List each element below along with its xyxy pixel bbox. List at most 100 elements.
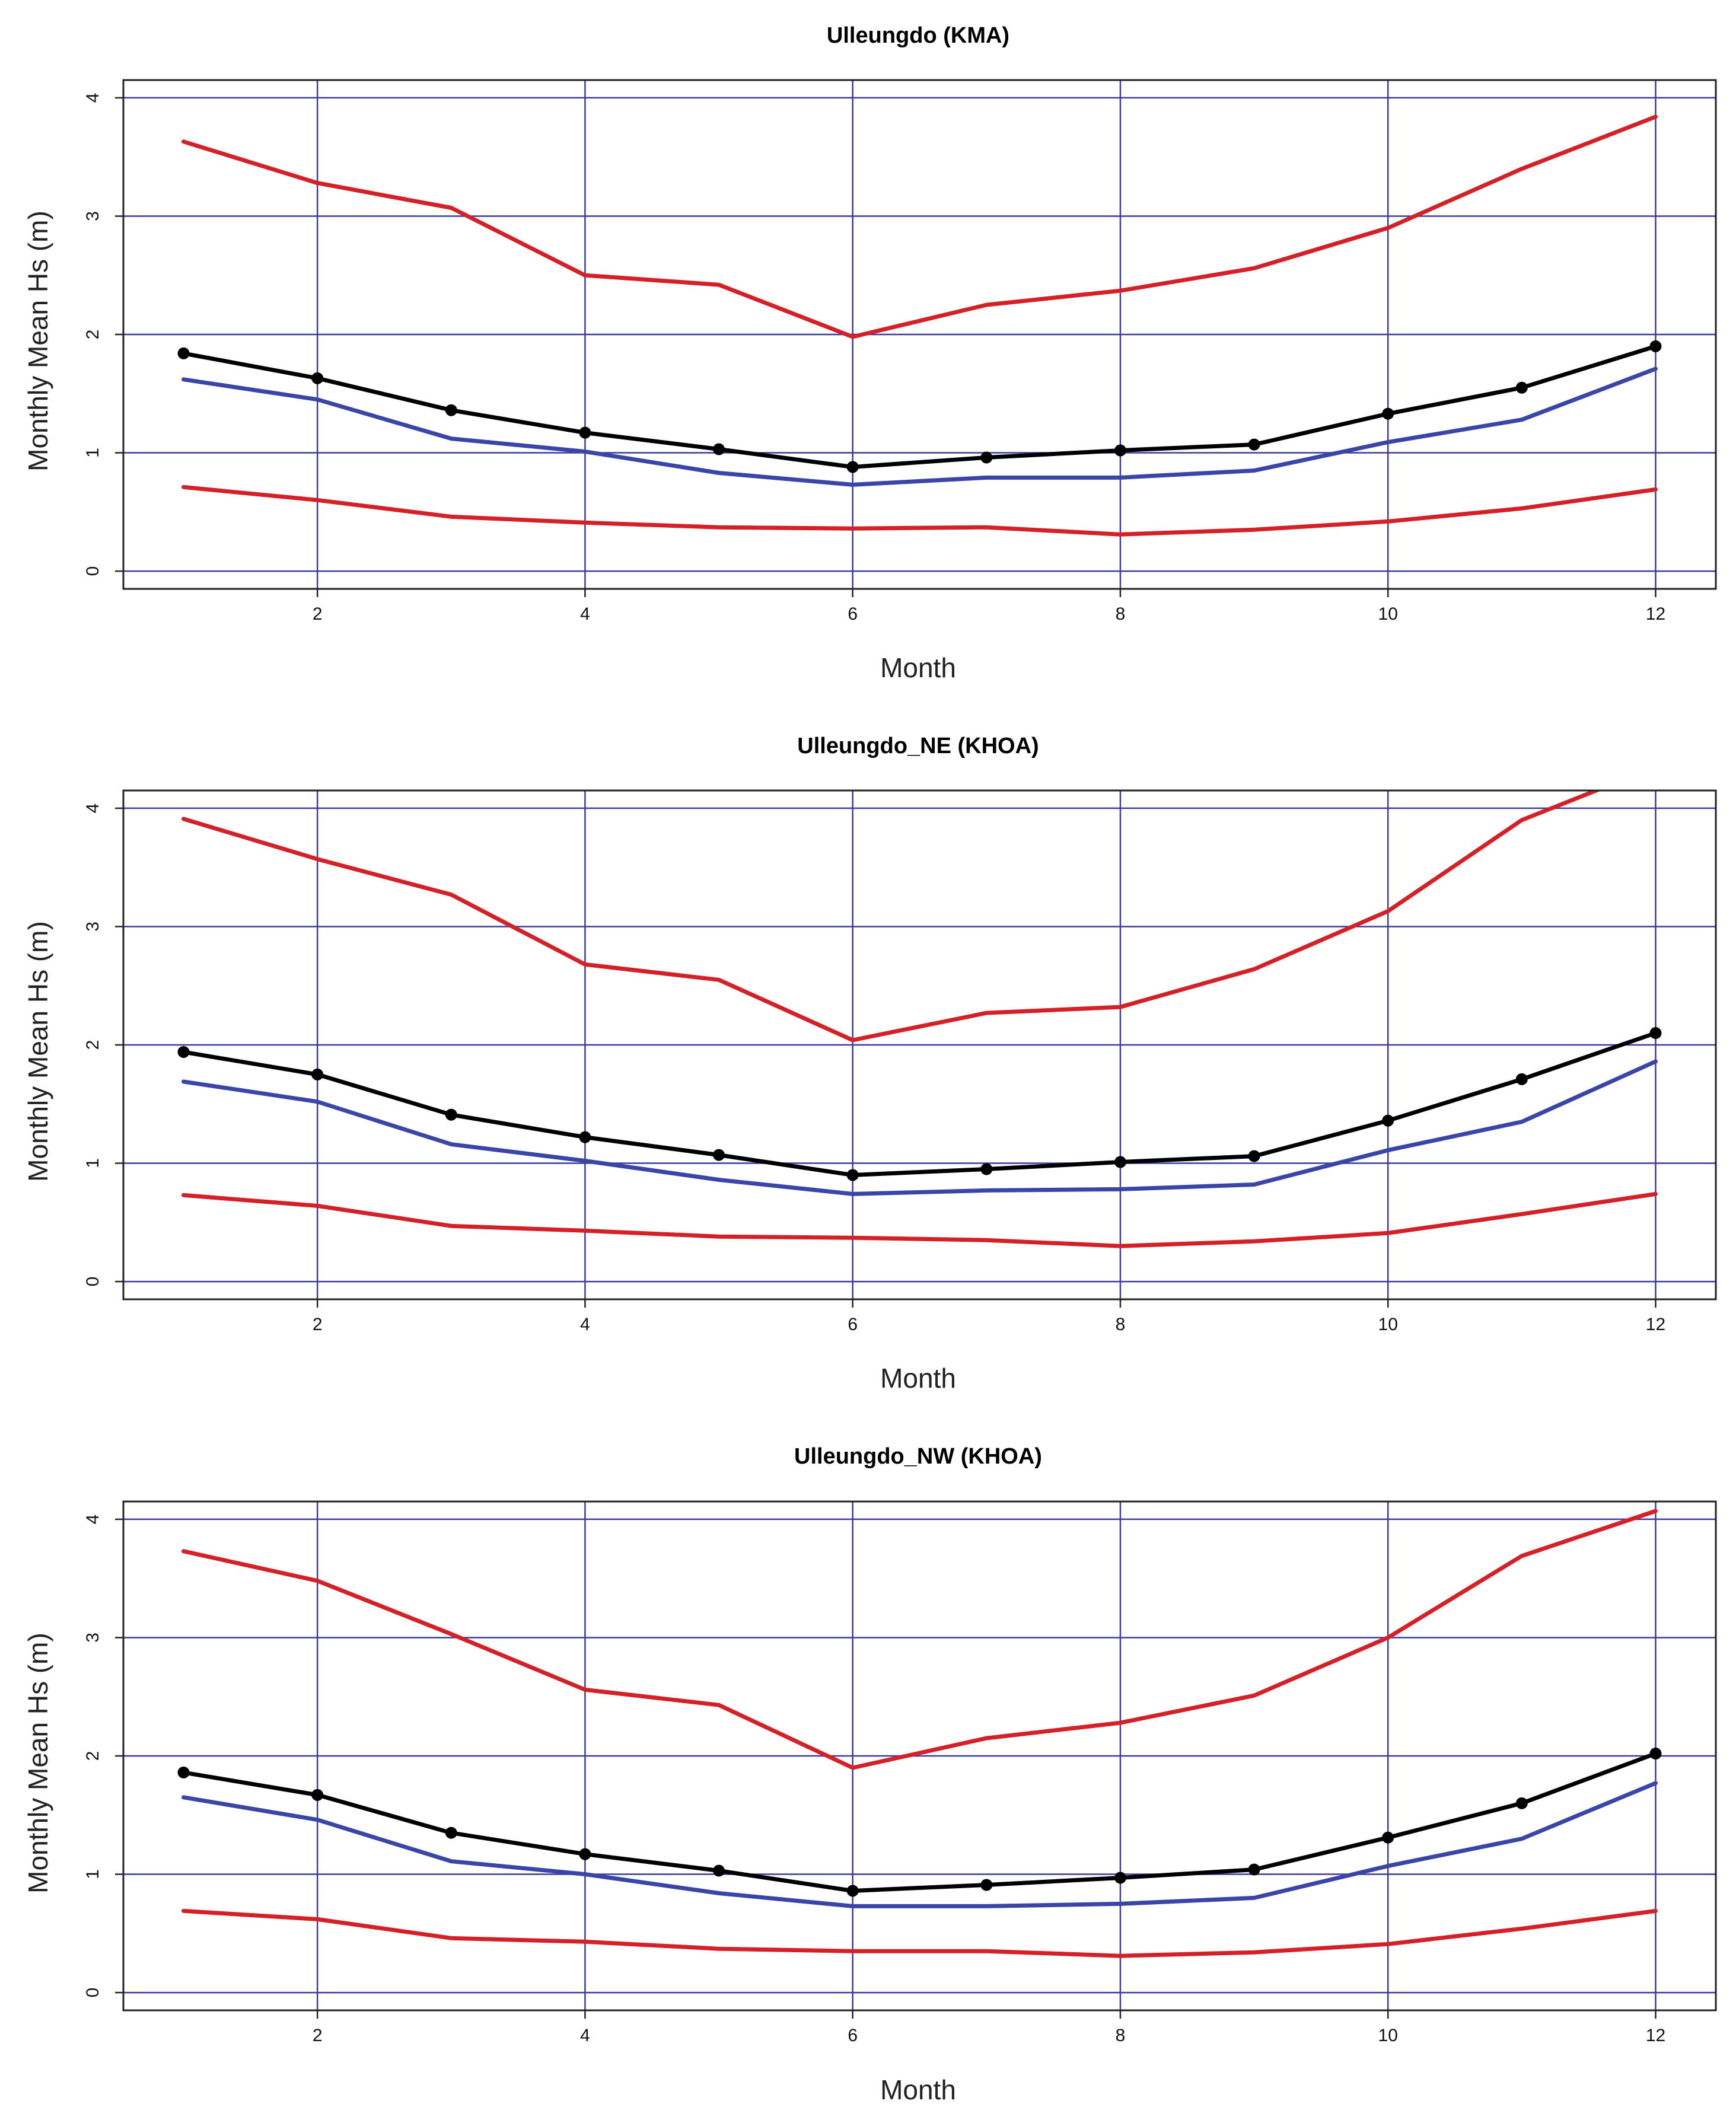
panel-2-y-tick-label-1: 1 [83, 1158, 103, 1168]
panel-2-series-mean-line [181, 1031, 1658, 1177]
panel-2-x-tick-label-4: 4 [580, 1315, 590, 1334]
panel-3-y-tick-label-2: 2 [83, 1751, 103, 1761]
panel-3-series-mean-point-6 [846, 1885, 859, 1897]
panel-2: Ulleungdo_NE (KHOA) Month Monthly Mean H… [23, 734, 1717, 1394]
panel-1-series-mean-point-4 [579, 426, 591, 439]
panel-2-y-tick-label-2: 2 [83, 1040, 103, 1050]
panel-2-y-axis-label: Monthly Mean Hs (m) [23, 921, 53, 1182]
panel-1-y-axis-label: Monthly Mean Hs (m) [23, 211, 53, 471]
panel-3-series-group [177, 1509, 1662, 1958]
panel-2-series-mean-point-8 [1114, 1156, 1126, 1168]
panel-1-series-median-line [181, 366, 1658, 487]
panel-3: Ulleungdo_NW (KHOA) Month Monthly Mean H… [23, 1444, 1717, 2105]
panel-2-x-tick-label-6: 6 [848, 1315, 858, 1334]
panel-3-y-tick-label-4: 4 [83, 1515, 103, 1525]
panel-3-series-lower-line [181, 1908, 1658, 1958]
panel-2-y-tick-label-3: 3 [83, 922, 103, 932]
panel-1-y-tick-label-2: 2 [83, 330, 103, 340]
panel-3-series-mean-point-7 [980, 1879, 993, 1891]
panel-2-series-mean-point-11 [1515, 1073, 1528, 1085]
panel-3-x-tick-label-6: 6 [848, 2026, 858, 2045]
panel-3-series-mean-point-4 [579, 1848, 591, 1860]
panel-2-series-mean-point-1 [177, 1045, 190, 1058]
panel-1-x-tick-label-12: 12 [1646, 604, 1665, 624]
panel-3-y-tick-label-0: 0 [83, 1988, 103, 1998]
panel-3-series-mean-point-12 [1649, 1748, 1662, 1760]
panel-1-y-tick-label-0: 0 [83, 566, 103, 576]
panel-1-series-mean-point-3 [445, 404, 457, 416]
panel-2-x-tick-label-12: 12 [1646, 1315, 1665, 1334]
panel-2-series-mean-point-7 [980, 1163, 993, 1175]
panel-1-series-mean-point-5 [713, 443, 725, 455]
panel-2-series-lower-line [181, 1191, 1658, 1248]
panel-2-x-tick-label-2: 2 [313, 1315, 323, 1334]
panel-1-x-tick-label-10: 10 [1378, 604, 1398, 624]
panel-1-y-tick-label-4: 4 [83, 93, 103, 103]
panel-3-x-tick-label-2: 2 [313, 2026, 323, 2045]
panel-1-series-mean-point-10 [1382, 407, 1394, 420]
panel-1-x-tick-label-2: 2 [313, 604, 323, 624]
panel-1-series-mean-point-11 [1515, 381, 1528, 394]
panel-2-y-tick-label-0: 0 [83, 1277, 103, 1287]
panel-2-series-mean-point-6 [846, 1169, 859, 1181]
panel-3-series-mean-point-5 [713, 1864, 725, 1877]
panel-3-y-tick-label-3: 3 [83, 1633, 103, 1643]
panel-3-series-mean-point-3 [445, 1826, 457, 1839]
panel-1-series-mean-line [181, 344, 1658, 469]
panel-1-series-mean-point-2 [311, 372, 324, 384]
panel-3-y-tick-label-1: 1 [83, 1869, 103, 1879]
panel-2-title: Ulleungdo_NE (KHOA) [797, 734, 1039, 758]
panel-1-title: Ulleungdo (KMA) [827, 23, 1009, 48]
panel-1-series-lower-line [181, 484, 1658, 537]
panel-2-series-mean-point-4 [579, 1131, 591, 1143]
panel-1-x-tick-label-4: 4 [580, 604, 590, 624]
panel-1-y-tick-label-1: 1 [83, 448, 103, 458]
panel-3-title: Ulleungdo_NW (KHOA) [794, 1444, 1042, 1469]
panel-2-x-tick-label-8: 8 [1116, 1315, 1126, 1334]
panel-1-x-tick-label-8: 8 [1116, 604, 1126, 624]
panel-2-series-mean-point-12 [1649, 1027, 1662, 1040]
panel-2-series-upper-line [181, 790, 1602, 1043]
panel-2-series-mean-point-2 [311, 1068, 324, 1080]
panel-2-x-tick-label-10: 10 [1378, 1315, 1398, 1334]
panel-1-series-mean-point-9 [1248, 438, 1260, 451]
panel-3-series-upper-line [181, 1509, 1658, 1770]
panel-1-series-mean-point-12 [1649, 340, 1662, 352]
panel-1-x-axis-label: Month [880, 652, 956, 683]
panel-1-series-mean-point-7 [980, 451, 993, 464]
panel-1-series-upper-line [181, 114, 1658, 339]
panel-2-y-tick-label-4: 4 [83, 804, 103, 814]
panel-1-series-mean-point-8 [1114, 444, 1126, 457]
panel-3-series-mean-point-2 [311, 1789, 324, 1801]
panel-2-series-mean-point-3 [445, 1108, 457, 1121]
panel-1: Ulleungdo (KMA) Month Monthly Mean Hs (m… [23, 23, 1717, 683]
panel-2-series-mean-point-9 [1248, 1150, 1260, 1162]
panel-3-x-tick-label-10: 10 [1378, 2026, 1398, 2045]
panel-3-series-median-line [181, 1781, 1658, 1908]
panel-3-x-axis-label: Month [880, 2074, 956, 2105]
panel-3-x-tick-label-8: 8 [1116, 2026, 1126, 2045]
panel-3-series-mean-point-8 [1114, 1872, 1126, 1884]
panel-2-series-group [177, 790, 1662, 1248]
panel-3-x-tick-label-4: 4 [580, 2026, 590, 2045]
panel-1-y-tick-label-3: 3 [83, 211, 103, 221]
panel-3-series-mean-point-1 [177, 1766, 190, 1778]
panel-2-x-axis-label: Month [880, 1363, 956, 1394]
panel-1-series-group [177, 114, 1662, 537]
panel-3-series-mean-point-9 [1248, 1863, 1260, 1876]
panel-1-x-tick-label-6: 6 [848, 604, 858, 624]
panel-2-series-median-line [181, 1059, 1658, 1196]
panel-3-series-mean-point-10 [1382, 1831, 1394, 1844]
panel-3-series-mean-line [181, 1751, 1658, 1893]
panel-1-series-mean-point-6 [846, 461, 859, 473]
panel-2-series-mean-point-5 [713, 1149, 725, 1161]
panel-1-series-mean-point-1 [177, 347, 190, 359]
panel-2-series-mean-point-10 [1382, 1114, 1394, 1127]
panel-3-x-tick-label-12: 12 [1646, 2026, 1665, 2045]
panel-3-y-axis-label: Monthly Mean Hs (m) [23, 1633, 53, 1894]
panel-3-series-mean-point-11 [1515, 1797, 1528, 1809]
